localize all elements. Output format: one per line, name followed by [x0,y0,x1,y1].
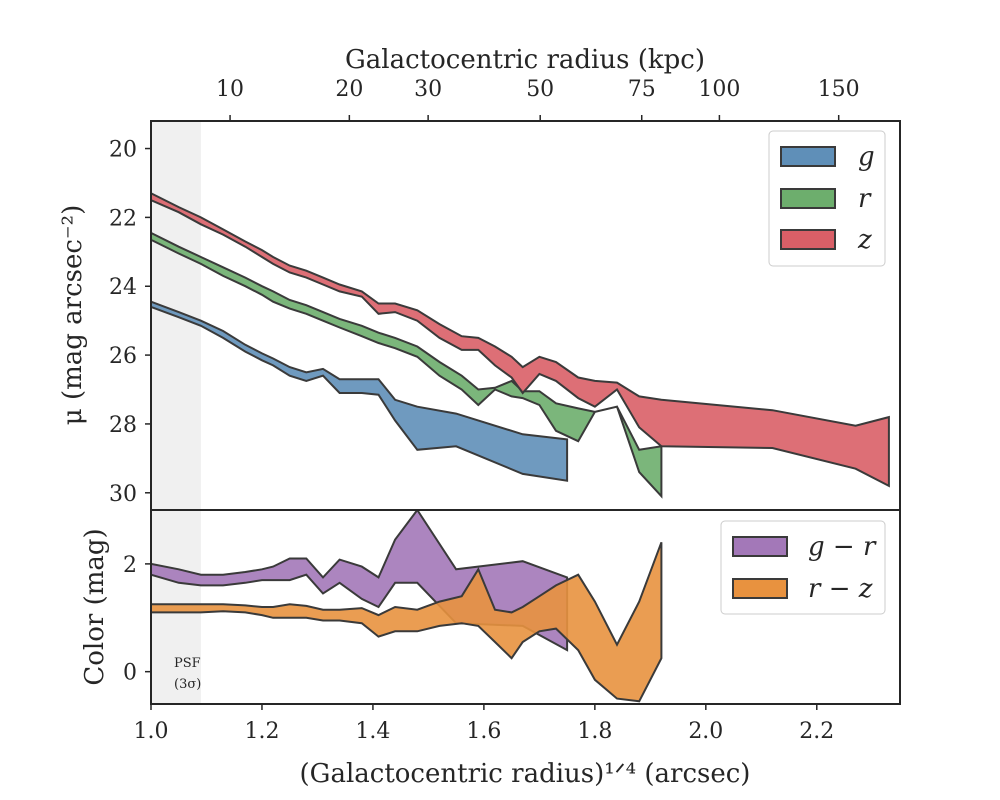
legend-label-g: g [858,142,875,172]
legend-label-g-minus-r: g − r [808,532,877,562]
mu-y-tick-label: 30 [109,482,137,507]
x-tick-label: 1.8 [577,719,612,744]
mu-band-2 [151,192,890,488]
legend-label-r-minus-z: r − z [808,574,873,604]
mu-y-tick-label: 20 [109,138,137,163]
legend-swatch-g [780,146,836,167]
bottom-panel-y-axis-title: Color (mag) [80,528,110,685]
mu-y-tick-label: 24 [109,275,137,300]
color-band-1 [151,541,663,703]
top-tick-label: 10 [216,77,244,102]
top-tick-label: 75 [628,77,656,102]
mu-band-1 [151,231,663,499]
top-tick-label: 150 [818,77,860,102]
x-tick-label: 2.2 [799,719,834,744]
mu-band-0 [151,300,569,482]
top-legend: g r z [768,130,886,267]
x-tick-label: 1.0 [134,719,169,744]
legend-swatch-r [780,188,836,209]
legend-swatch-g-minus-r [732,536,788,557]
top-tick-label: 20 [335,77,363,102]
x-tick-label: 1.4 [355,719,390,744]
color-y-tick-label: 0 [123,661,137,686]
x-axis-title: (Galactocentric radius)¹ᐟ⁴ (arcsec) [300,759,751,789]
x-tick-label: 2.0 [688,719,723,744]
top-tick-label: 30 [414,77,442,102]
legend-swatch-r-minus-z [732,578,788,599]
legend-swatch-z [780,229,836,250]
top-axis-title: Galactocentric radius (kpc) [345,45,705,75]
color-bands [151,510,663,703]
top-panel-y-axis-title: μ (mag arcsec⁻²) [58,205,88,425]
legend-label-r: r [858,184,872,214]
x-tick-label: 1.2 [244,719,279,744]
color-y-tick-label: 2 [123,553,137,578]
mu-y-tick-label: 28 [109,413,137,438]
psf-label: PSF [174,656,201,671]
psf-label-sigma: (3σ) [174,677,201,692]
axis-ticks: 1.0 1.2 1.4 1.6 1.8 2.0 2.210 20 30 50 75 100 150202… [109,77,860,744]
surface-brightness-bands [151,192,890,499]
bottom-legend: g − r r − z [720,520,886,615]
legend-label-z: z [857,225,872,255]
bottom-panel-frame [150,509,901,705]
top-tick-label: 50 [526,77,554,102]
x-tick-label: 1.6 [466,719,501,744]
mu-y-tick-label: 26 [109,344,137,369]
top-tick-label: 100 [698,77,740,102]
mu-y-tick-label: 22 [109,206,137,231]
